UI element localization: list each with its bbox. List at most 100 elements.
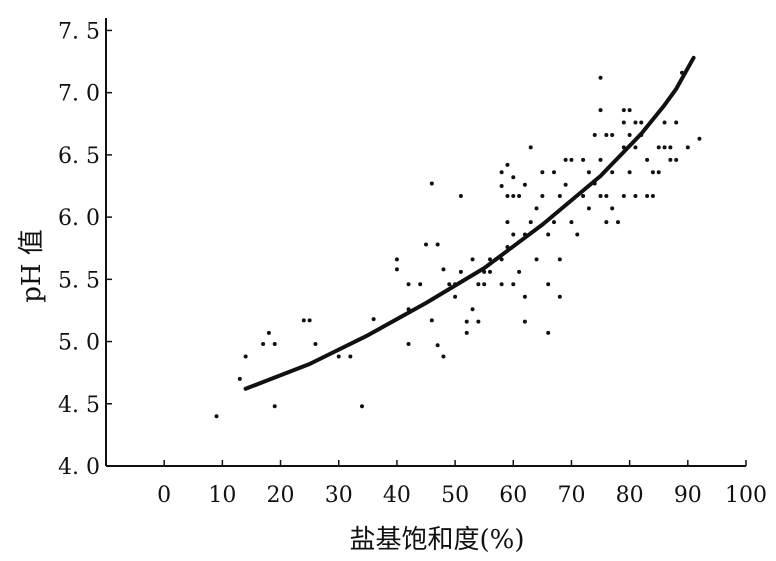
data-point (621, 108, 626, 113)
x-tick-label: 20 (267, 483, 295, 508)
data-point (511, 193, 516, 198)
fit-curve-group (243, 55, 696, 391)
data-point (360, 404, 364, 409)
data-points (214, 70, 702, 419)
x-tick-label: 90 (674, 483, 702, 508)
data-point (429, 181, 434, 186)
data-point (621, 193, 626, 198)
data-point (522, 294, 527, 299)
data-point (581, 157, 586, 162)
data-point (534, 257, 539, 262)
data-point (336, 354, 341, 359)
data-point (656, 145, 661, 150)
data-point (662, 145, 667, 150)
x-tick-label: 50 (441, 483, 469, 508)
data-point (586, 206, 591, 211)
data-point (639, 120, 644, 125)
data-point (569, 157, 574, 162)
data-point (645, 157, 650, 162)
x-tick-label: 80 (616, 483, 644, 508)
data-point (540, 193, 545, 198)
data-point (505, 220, 510, 225)
data-point (656, 170, 661, 175)
data-point (505, 193, 510, 198)
data-point (464, 319, 469, 324)
data-point (435, 242, 440, 247)
data-point (610, 132, 615, 137)
data-point (371, 317, 376, 322)
data-point (243, 354, 248, 359)
y-tick-label: 6. 5 (58, 144, 100, 169)
data-point (645, 193, 650, 198)
data-point (517, 193, 522, 198)
data-point (534, 206, 539, 211)
data-point (557, 294, 562, 299)
y-tick-label: 6. 0 (58, 206, 100, 231)
data-point (499, 170, 504, 175)
data-point (633, 120, 638, 125)
data-point (598, 193, 603, 198)
data-point (447, 282, 452, 287)
data-point (674, 120, 679, 125)
data-point (598, 108, 603, 113)
data-point (511, 232, 516, 237)
x-tick-label: 10 (208, 483, 236, 508)
y-tick-label: 4. 5 (58, 393, 100, 418)
data-point (470, 257, 475, 262)
data-point (394, 267, 399, 272)
data-point (511, 175, 516, 180)
x-tick-label: 70 (557, 483, 585, 508)
data-point (546, 330, 551, 335)
data-point (668, 157, 673, 162)
data-point (453, 294, 458, 299)
data-point (598, 157, 603, 162)
y-axis-ticks: 4. 0 4. 5 5. 0 5. 5 6. 0 6. 5 7. 0 7. 5 (58, 19, 112, 480)
data-point (272, 342, 277, 347)
data-point (406, 282, 411, 287)
data-point (488, 269, 492, 274)
data-point (563, 157, 568, 162)
x-axis-title: 盐基饱和度(%) (350, 525, 525, 555)
data-point (546, 282, 551, 287)
data-point (627, 108, 632, 113)
data-point (482, 282, 487, 287)
data-point (522, 182, 527, 187)
data-point (552, 170, 556, 175)
data-point (301, 318, 306, 323)
data-point (581, 193, 586, 198)
y-tick-label: 5. 5 (58, 268, 100, 293)
data-point (610, 170, 615, 175)
data-point (522, 319, 527, 324)
data-point (499, 282, 504, 287)
fit-curve (243, 55, 696, 391)
data-point (441, 354, 446, 359)
data-point (598, 75, 603, 80)
data-point (418, 282, 423, 287)
data-point (674, 157, 679, 162)
data-point (488, 257, 492, 262)
x-axis-ticks: 0 10 20 30 40 50 60 70 80 90 100 (157, 460, 767, 508)
data-point (604, 132, 609, 137)
data-point (546, 232, 551, 237)
data-point (685, 145, 690, 150)
data-point (458, 269, 463, 274)
data-point (528, 145, 533, 150)
data-point (424, 242, 428, 247)
data-point (604, 220, 609, 225)
data-point (552, 220, 556, 225)
y-tick-label: 7. 0 (58, 82, 100, 107)
x-tick-label: 100 (725, 483, 767, 508)
axes (105, 18, 746, 467)
data-point (650, 193, 655, 198)
data-point (557, 257, 562, 262)
data-point (569, 220, 574, 225)
x-tick-label: 40 (383, 483, 411, 508)
data-point (616, 220, 620, 225)
data-point (563, 182, 568, 187)
x-tick-label: 60 (499, 483, 527, 508)
data-point (441, 267, 446, 272)
data-point (517, 269, 522, 274)
data-point (557, 193, 562, 198)
x-tick-label: 30 (325, 483, 353, 508)
